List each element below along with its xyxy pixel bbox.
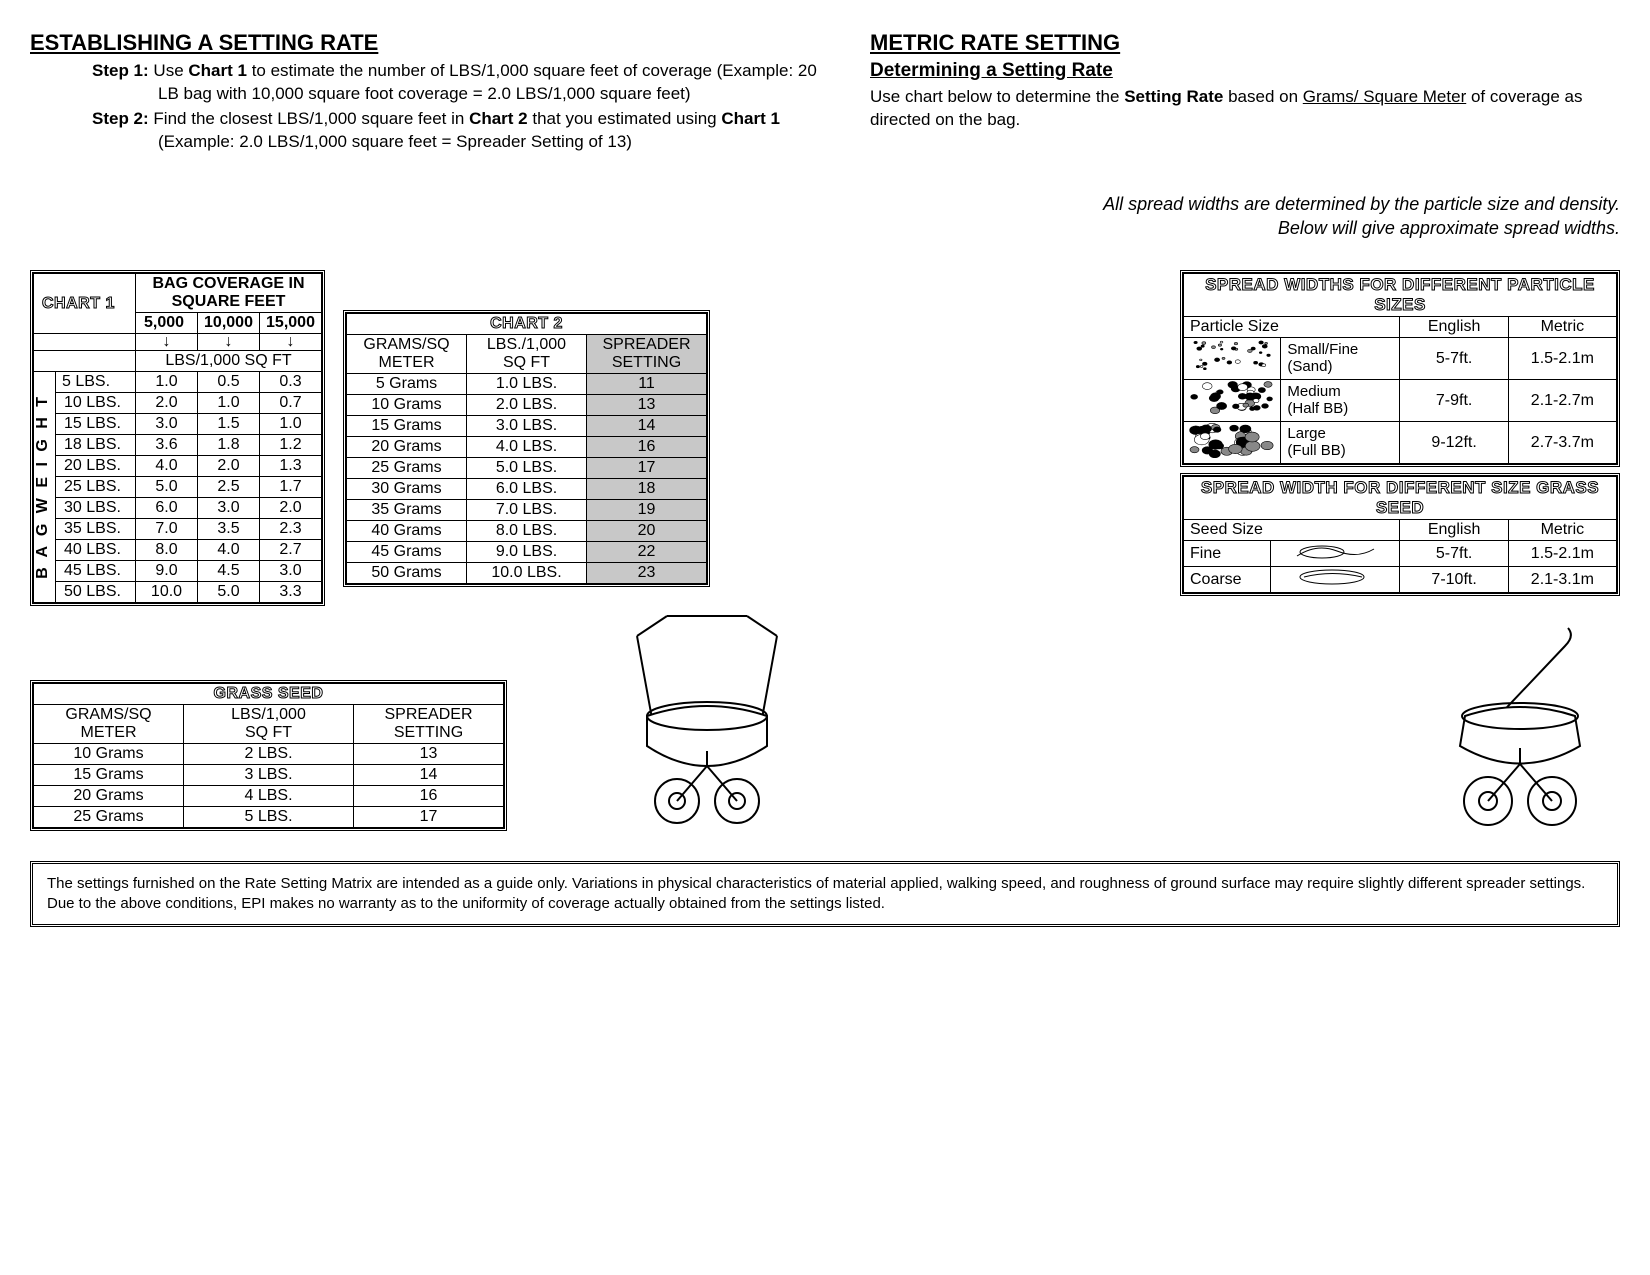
chart2: CHART 2GRAMS/SQMETERLBS./1,000SQ FTSPREA… (343, 310, 710, 586)
metric-section: METRIC RATE SETTING Determining a Settin… (870, 30, 1620, 240)
mid-row: CHART 1BAG COVERAGE IN SQUARE FEET5,0001… (30, 270, 1620, 605)
step2-text-a: Find the closest LBS/1,000 square feet i… (153, 109, 469, 128)
metric-bold-a: Setting Rate (1124, 87, 1223, 106)
step2-bold-a: Chart 2 (469, 109, 528, 128)
spreader-icon (1420, 606, 1620, 826)
disclaimer: The settings furnished on the Rate Setti… (30, 861, 1620, 928)
spread-tables: SPREAD WIDTHS FOR DIFFERENT PARTICLE SIZ… (1180, 270, 1620, 596)
step1-bold-a: Chart 1 (188, 61, 247, 80)
step1: Step 1: Use Chart 1 to estimate the numb… (30, 60, 830, 106)
metric-subtitle: Determining a Setting Rate (870, 60, 1620, 82)
step1-label: Step 1: (92, 61, 149, 80)
metric-title: METRIC RATE SETTING (870, 30, 1620, 56)
spreader-illustration-2 (1420, 606, 1620, 831)
chart1-table: CHART 1BAG COVERAGE IN SQUARE FEET5,0001… (33, 273, 322, 602)
establishing-section: ESTABLISHING A SETTING RATE Step 1: Use … (30, 30, 830, 240)
grass-seed: GRASS SEEDGRAMS/SQMETERLBS/1,000SQ FTSPR… (30, 680, 507, 830)
spread1-table: SPREAD WIDTHS FOR DIFFERENT PARTICLE SIZ… (1183, 273, 1617, 464)
chart1: CHART 1BAG COVERAGE IN SQUARE FEET5,0001… (30, 270, 325, 605)
step2-bold-b: Chart 1 (721, 109, 780, 128)
spread-particle: SPREAD WIDTHS FOR DIFFERENT PARTICLE SIZ… (1180, 270, 1620, 467)
chart2-table: CHART 2GRAMS/SQMETERLBS./1,000SQ FTSPREA… (346, 313, 707, 583)
step1-text-a: Use (153, 61, 188, 80)
step2-text-c: (Example: 2.0 LBS/1,000 square feet = Sp… (158, 132, 632, 151)
establishing-title: ESTABLISHING A SETTING RATE (30, 30, 830, 56)
spread-seed: SPREAD WIDTH FOR DIFFERENT SIZE GRASS SE… (1180, 473, 1620, 596)
metric-text-b: based on (1223, 87, 1302, 106)
step1-text-b: to estimate the number of LBS/1,000 squa… (158, 61, 817, 103)
metric-text-a: Use chart below to determine the (870, 87, 1124, 106)
top-row: ESTABLISHING A SETTING RATE Step 1: Use … (30, 30, 1620, 240)
metric-underline-a: Grams/ Square Meter (1303, 87, 1466, 106)
spreader-icon (607, 606, 807, 826)
step2-label: Step 2: (92, 109, 149, 128)
italic-b: Below will give approximate spread width… (870, 216, 1620, 240)
step2: Step 2: Find the closest LBS/1,000 squar… (30, 108, 830, 154)
italic-a: All spread widths are determined by the … (870, 192, 1620, 216)
step2-text-b: that you estimated using (528, 109, 722, 128)
metric-text: Use chart below to determine the Setting… (870, 86, 1620, 132)
grass-table: GRASS SEEDGRAMS/SQMETERLBS/1,000SQ FTSPR… (33, 683, 504, 827)
bottom-row: GRASS SEEDGRAMS/SQMETERLBS/1,000SQ FTSPR… (30, 606, 1620, 831)
italic-note: All spread widths are determined by the … (870, 192, 1620, 241)
spreader-illustration-1 (607, 606, 807, 831)
spread2-table: SPREAD WIDTH FOR DIFFERENT SIZE GRASS SE… (1183, 476, 1617, 593)
